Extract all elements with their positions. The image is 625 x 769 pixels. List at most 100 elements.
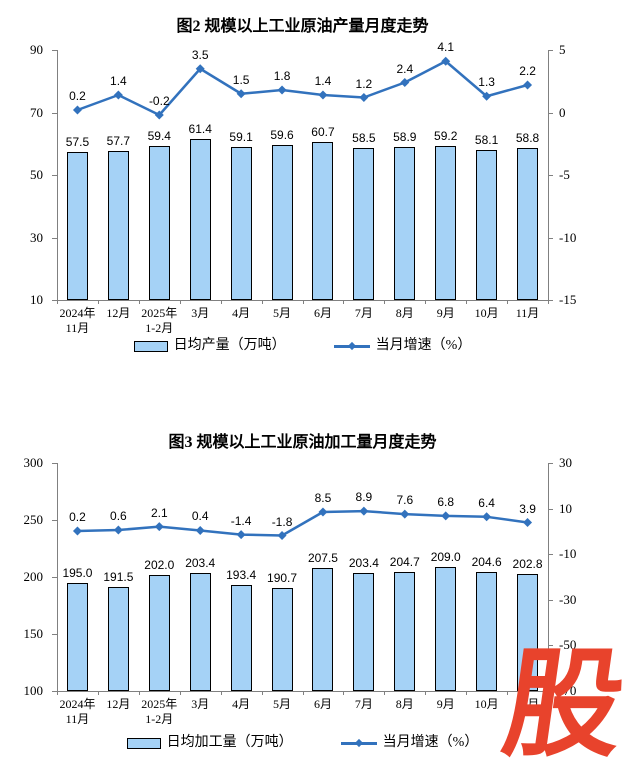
bar (148, 145, 170, 300)
x-axis-tick (425, 691, 427, 695)
figure-3: 图3 规模以上工业原油加工量月度走势 300 250 200 150 100 30 10 -1… (0, 410, 625, 769)
left-axis-line (57, 463, 58, 691)
line-value-label: 2.2 (519, 64, 536, 78)
x-axis-tick (507, 300, 509, 304)
x-category-label: 9月 (436, 697, 455, 711)
x-category-label: 6月 (313, 697, 332, 711)
x-axis-tick (384, 691, 386, 695)
bar-value-label: 195.0 (62, 565, 93, 580)
right-axis-tick-label: 0 (559, 104, 566, 120)
line-value-label: 0.4 (191, 509, 209, 524)
x-axis-tick (138, 691, 140, 695)
line-value-label: 2.4 (396, 61, 414, 76)
figure-2-plot: 90 70 50 30 10 5 0 -5 -10 -15 57.5 57.7 59.4 61.4 59.1… (30, 40, 577, 335)
bar (394, 147, 416, 300)
x-axis-tick (220, 300, 222, 304)
left-axis-tick-label: 10 (30, 292, 43, 307)
line-value-label: 1.5 (232, 72, 250, 87)
bar-value-label: 58.1 (474, 132, 499, 147)
x-category-label: 2025年 1-2月 (141, 697, 178, 726)
right-axis-tick (548, 554, 553, 556)
right-axis-tick (548, 691, 553, 692)
x-axis-tick (57, 691, 58, 695)
x-axis-tick (57, 300, 58, 304)
legend-label-bar: 日均加工量（万吨） (166, 735, 293, 750)
x-category-label: 3月 (191, 306, 210, 320)
bar-value-label: 203.4 (185, 556, 216, 571)
bar-value-label: 59.4 (147, 128, 171, 143)
bar-value-label: 207.5 (307, 551, 338, 566)
figure-2: 图2 规模以上工业原油产量月度走势 90 70 50 30 10 5 0 -5 -10 -15 57… (0, 0, 625, 390)
bar (517, 147, 539, 300)
line-point-marker (154, 110, 164, 120)
bar-value-label: 59.2 (434, 129, 458, 144)
line-point-marker (72, 105, 82, 115)
legend-label-bar: 日均产量（万吨） (173, 338, 286, 353)
right-axis-tick-label: -10 (559, 546, 577, 562)
bar (435, 566, 457, 691)
bar (271, 587, 293, 691)
bar-value-label: 204.6 (471, 554, 502, 569)
line-point-marker (359, 506, 369, 516)
bar-value-label: 58.8 (515, 130, 540, 145)
bar-value-label: 57.7 (106, 133, 131, 148)
right-axis-tick-label: -15 (559, 292, 577, 307)
bar (517, 573, 539, 691)
left-axis-tick (52, 634, 57, 635)
line-value-label: 4.1 (437, 40, 455, 55)
x-axis-tick (302, 691, 304, 695)
x-category-label: 7月 (354, 306, 373, 320)
x-category-label: 3月 (191, 697, 210, 711)
bar-value-label: 191.5 (103, 569, 134, 584)
bar (394, 571, 416, 691)
line-point-marker (441, 511, 451, 521)
left-axis-tick (52, 112, 57, 114)
left-axis-tick-label: 50 (30, 167, 43, 182)
watermark-stamp: 股 (495, 639, 625, 769)
x-axis-tick (220, 691, 222, 695)
x-axis-tick (302, 300, 304, 304)
left-axis-tick-label: 300 (23, 455, 44, 470)
x-axis-tick (261, 691, 263, 695)
bar (476, 149, 498, 300)
right-axis-tick-label: -10 (559, 229, 577, 245)
legend-label-line: 当月增速（%） (375, 338, 472, 353)
x-axis-tick (466, 691, 468, 695)
line-value-label: -1.4 (230, 513, 252, 528)
bar-value-label: 58.9 (393, 130, 417, 145)
left-axis-tick (52, 691, 57, 692)
line-value-label: -1.8 (271, 514, 293, 529)
line-value-label: 1.4 (110, 74, 127, 88)
bar-value-label: 60.7 (311, 124, 335, 139)
right-axis-tick (548, 237, 553, 239)
x-axis-tick (97, 691, 99, 695)
right-axis-line (548, 463, 549, 691)
line-point-marker (441, 56, 451, 66)
line-value-label: 1.4 (314, 74, 332, 88)
legend-item-line: 当月增速（%） (333, 338, 472, 354)
right-axis-tick-label: 10 (559, 500, 572, 516)
x-axis-tick (507, 691, 509, 695)
line-value-label: 1.2 (355, 76, 373, 91)
line-point-marker (318, 507, 328, 517)
line-swatch-icon (340, 741, 377, 745)
x-category-label: 2024年 11月 (59, 697, 96, 726)
left-axis-tick (52, 300, 57, 301)
bar (107, 150, 129, 300)
bar-value-label: 58.5 (352, 131, 376, 146)
right-axis-tick (548, 50, 553, 51)
line-point-marker (154, 522, 164, 532)
bar (189, 573, 211, 691)
x-category-label: 10月 (474, 306, 499, 320)
x-category-label: 4月 (232, 697, 251, 711)
line-point-marker (236, 530, 246, 540)
x-category-label: 2025年 1-2月 (141, 306, 178, 335)
x-category-label: 8月 (395, 697, 414, 711)
bar (312, 141, 334, 300)
x-category-label: 2024年 11月 (59, 306, 96, 335)
left-axis-tick-label: 90 (30, 42, 43, 57)
line-point-marker (195, 525, 205, 535)
bar-swatch-icon (126, 737, 161, 749)
line-value-label: 1.8 (273, 69, 291, 83)
line-point-marker (523, 80, 533, 90)
